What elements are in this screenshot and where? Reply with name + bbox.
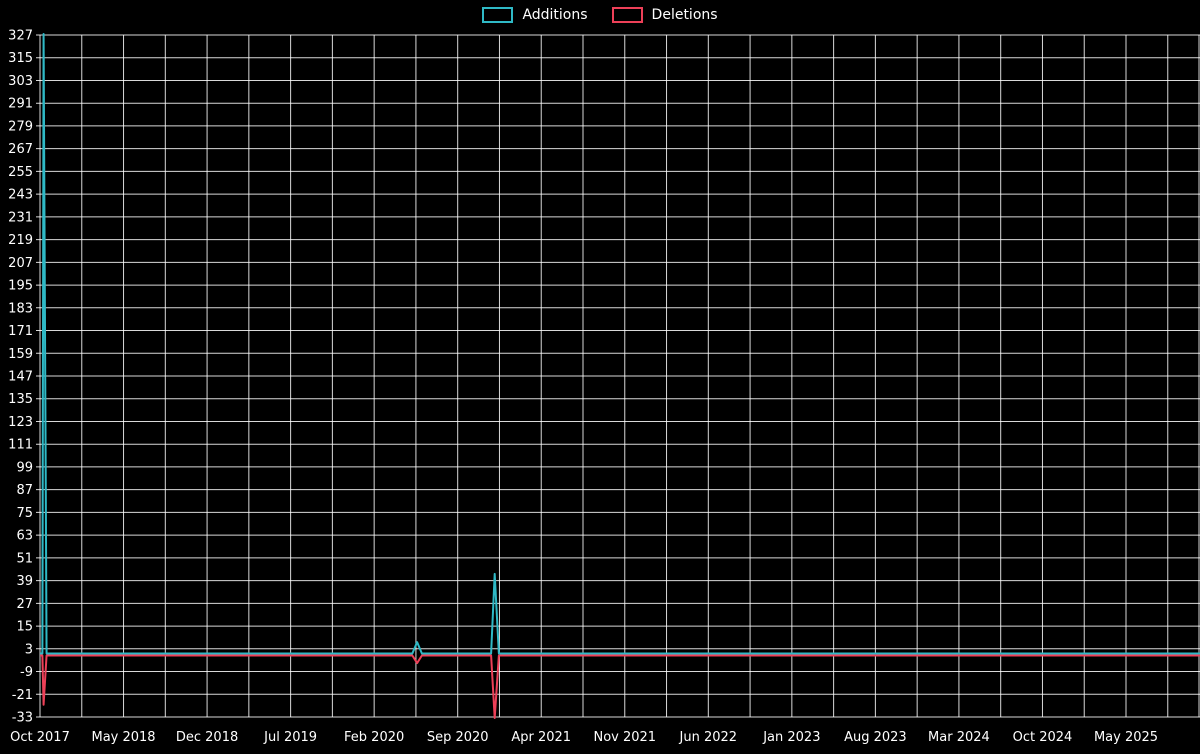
svg-text:243: 243 bbox=[8, 188, 33, 203]
additions-line bbox=[40, 33, 1200, 655]
svg-text:51: 51 bbox=[16, 551, 33, 566]
additions-legend-label: Additions bbox=[522, 7, 588, 23]
svg-text:-9: -9 bbox=[20, 665, 33, 680]
svg-text:Feb 2020: Feb 2020 bbox=[344, 730, 404, 745]
svg-text:15: 15 bbox=[16, 620, 33, 635]
svg-text:207: 207 bbox=[8, 256, 33, 271]
svg-text:147: 147 bbox=[8, 370, 33, 385]
x-tick-labels: Oct 2017 May 2018 Dec 2018 Jul 2019 Feb 2020… bbox=[10, 730, 1158, 745]
svg-text:279: 279 bbox=[8, 119, 33, 134]
svg-text:231: 231 bbox=[8, 210, 33, 225]
svg-text:267: 267 bbox=[8, 142, 33, 157]
svg-text:87: 87 bbox=[16, 483, 33, 498]
svg-text:May 2025: May 2025 bbox=[1094, 730, 1158, 745]
svg-text:159: 159 bbox=[8, 347, 33, 362]
svg-text:-33: -33 bbox=[12, 711, 33, 726]
svg-text:Oct 2017: Oct 2017 bbox=[10, 730, 70, 745]
svg-text:Mar 2024: Mar 2024 bbox=[928, 730, 990, 745]
svg-text:135: 135 bbox=[8, 392, 33, 407]
svg-text:Jun 2022: Jun 2022 bbox=[679, 730, 738, 745]
svg-text:255: 255 bbox=[8, 165, 33, 180]
svg-text:Nov 2021: Nov 2021 bbox=[593, 730, 656, 745]
svg-text:75: 75 bbox=[16, 506, 33, 521]
y-gridlines bbox=[36, 34, 1200, 718]
svg-text:3: 3 bbox=[25, 642, 33, 657]
svg-text:Jan 2023: Jan 2023 bbox=[762, 730, 820, 745]
svg-text:219: 219 bbox=[8, 233, 33, 248]
svg-text:Dec 2018: Dec 2018 bbox=[176, 730, 238, 745]
svg-text:39: 39 bbox=[16, 574, 33, 589]
svg-text:183: 183 bbox=[8, 301, 33, 316]
y-tick-labels: 3273153032912792672552432312192071951831… bbox=[8, 29, 33, 726]
svg-text:Aug 2023: Aug 2023 bbox=[844, 730, 907, 745]
svg-text:Oct 2024: Oct 2024 bbox=[1013, 730, 1073, 745]
deletions-swatch-icon bbox=[611, 7, 643, 23]
svg-text:315: 315 bbox=[8, 51, 33, 66]
additions-swatch-icon bbox=[482, 7, 514, 23]
svg-text:111: 111 bbox=[8, 438, 33, 453]
deletions-line bbox=[40, 654, 1200, 719]
svg-text:195: 195 bbox=[8, 279, 33, 294]
svg-text:327: 327 bbox=[8, 29, 33, 44]
svg-text:27: 27 bbox=[16, 597, 33, 612]
chart-legend: Additions Deletions bbox=[0, 7, 1200, 23]
svg-text:303: 303 bbox=[8, 74, 33, 89]
svg-text:123: 123 bbox=[8, 415, 33, 430]
deletions-legend-label: Deletions bbox=[651, 7, 718, 23]
svg-text:Sep 2020: Sep 2020 bbox=[427, 730, 489, 745]
svg-text:May 2018: May 2018 bbox=[91, 730, 155, 745]
svg-text:Jul 2019: Jul 2019 bbox=[263, 730, 317, 745]
svg-text:291: 291 bbox=[8, 97, 33, 112]
legend-item-additions[interactable]: Additions bbox=[482, 7, 588, 23]
legend-item-deletions[interactable]: Deletions bbox=[611, 7, 718, 23]
svg-text:63: 63 bbox=[16, 529, 33, 544]
svg-text:99: 99 bbox=[16, 460, 33, 475]
x-gridlines bbox=[39, 35, 1200, 717]
svg-text:Apr 2021: Apr 2021 bbox=[511, 730, 571, 745]
svg-text:-21: -21 bbox=[12, 688, 33, 703]
svg-text:171: 171 bbox=[8, 324, 33, 339]
